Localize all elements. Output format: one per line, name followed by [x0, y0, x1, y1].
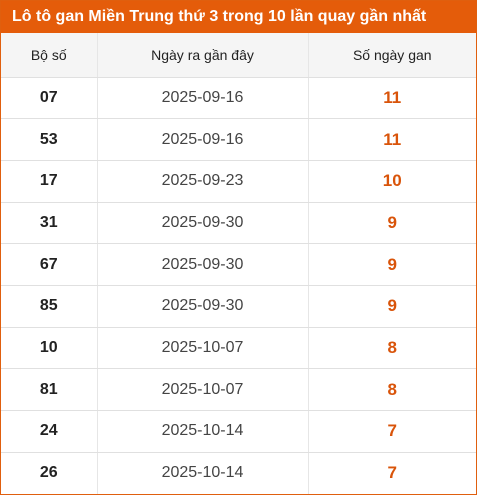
last-seen-date: 2025-09-30: [97, 285, 309, 328]
lo-number: 85: [1, 285, 98, 328]
lo-number: 67: [1, 243, 98, 286]
last-seen-date: 2025-09-16: [97, 77, 309, 120]
lo-number: 10: [1, 327, 98, 370]
lo-number: 24: [1, 410, 98, 453]
last-seen-date: 2025-09-23: [97, 160, 309, 203]
gan-days: 7: [308, 410, 476, 453]
table-row: 53 2025-09-16 11: [1, 118, 476, 161]
lo-gan-table: Bộ số Ngày ra gần đây Số ngày gan 07 202…: [1, 33, 476, 494]
gan-days: 11: [308, 118, 476, 161]
table-row: 10 2025-10-07 8: [1, 327, 476, 370]
gan-days: 10: [308, 160, 476, 203]
lo-number: 26: [1, 452, 98, 494]
gan-days: 9: [308, 202, 476, 245]
widget-title: Lô tô gan Miền Trung thứ 3 trong 10 lần …: [1, 1, 476, 33]
table-row: 81 2025-10-07 8: [1, 368, 476, 411]
table-row: 07 2025-09-16 11: [1, 77, 476, 120]
lo-number: 07: [1, 77, 98, 120]
last-seen-date: 2025-10-07: [97, 327, 309, 370]
last-seen-date: 2025-10-14: [97, 410, 309, 453]
table-row: 67 2025-09-30 9: [1, 243, 476, 286]
table-header-row: Bộ số Ngày ra gần đây Số ngày gan: [1, 33, 476, 78]
lo-number: 17: [1, 160, 98, 203]
last-seen-date: 2025-10-07: [97, 368, 309, 411]
gan-days: 9: [308, 285, 476, 328]
table-row: 85 2025-09-30 9: [1, 285, 476, 328]
lo-number: 31: [1, 202, 98, 245]
last-seen-date: 2025-09-16: [97, 118, 309, 161]
table-row: 26 2025-10-14 7: [1, 452, 476, 494]
column-header-lo: Bộ số: [1, 33, 98, 78]
table-row: 24 2025-10-14 7: [1, 410, 476, 453]
lo-number: 81: [1, 368, 98, 411]
gan-days: 7: [387, 463, 397, 483]
gan-days: 8: [308, 368, 476, 411]
table-row: 17 2025-09-23 10: [1, 160, 476, 203]
table-row: 31 2025-09-30 9: [1, 202, 476, 245]
lo-number: 53: [1, 118, 98, 161]
last-seen-date: 2025-09-30: [97, 243, 309, 286]
last-seen-date: 2025-09-30: [97, 202, 309, 245]
column-header-date: Ngày ra gần đây: [97, 33, 309, 78]
gan-days: 9: [308, 243, 476, 286]
column-header-days: Số ngày gan: [308, 33, 476, 78]
gan-days: 8: [308, 327, 476, 370]
last-seen-date: 2025-10-14: [97, 452, 309, 494]
gan-days: 11: [308, 77, 476, 120]
